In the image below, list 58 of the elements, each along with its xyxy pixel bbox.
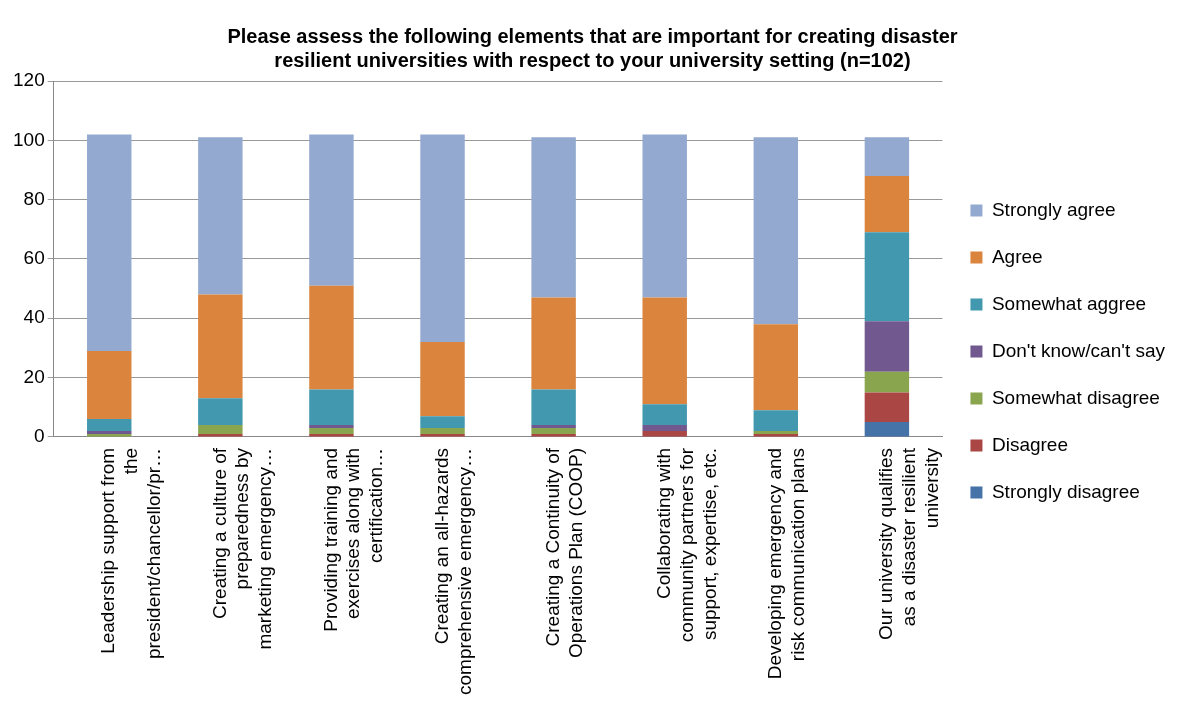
- legend-label: Strongly agree: [991, 198, 1116, 220]
- bar: [864, 321, 910, 372]
- bar: [198, 294, 243, 399]
- bar: [864, 175, 910, 233]
- legend-label: Somewhat aggree: [991, 292, 1147, 314]
- bar: [198, 425, 243, 434]
- bar: [531, 427, 576, 434]
- bar: [864, 371, 910, 393]
- bar: [864, 392, 910, 423]
- bar: [309, 285, 354, 390]
- bar: [87, 419, 132, 431]
- y-tick-label: 20: [23, 365, 45, 387]
- bar: [87, 134, 132, 351]
- bar: [198, 398, 243, 426]
- bar: [642, 404, 687, 426]
- bar: [309, 134, 354, 286]
- y-tick-label: 60: [23, 247, 45, 269]
- legend-label: Disagree: [991, 433, 1068, 455]
- bar: [531, 137, 576, 298]
- bar: [642, 430, 687, 437]
- bar: [753, 324, 799, 411]
- x-tick-label: Creating a Continuity of Operations Plan (COOP): [541, 447, 586, 659]
- legend-label: Somewhat disagree: [991, 386, 1160, 408]
- x-tick-label: Our university qualifies as a disaster resilient university: [875, 447, 942, 641]
- y-tick-label: 0: [34, 425, 45, 447]
- bar: [531, 389, 576, 426]
- legend-label: Agree: [991, 245, 1043, 267]
- chart-title: Please assess the following elements that are important for creating disaster resilient universities with respect to your university setting (n=102): [227, 24, 958, 71]
- bar: [864, 137, 910, 176]
- legend-label: Don't know/can't say: [991, 339, 1166, 361]
- bar: [864, 232, 910, 322]
- bar: [87, 350, 132, 420]
- y-tick-label: 120: [13, 69, 45, 91]
- legend-label: Strongly disagree: [991, 480, 1140, 502]
- bar: [420, 341, 465, 417]
- x-tick-label: Providing training and exercises along with certification…: [319, 447, 387, 632]
- bar: [531, 297, 576, 390]
- bar: [864, 422, 910, 437]
- bar: [753, 137, 799, 325]
- x-tick-label: Creating an all-hazards comprehensive emergency…: [430, 447, 475, 696]
- bar: [309, 389, 354, 426]
- bar: [420, 134, 465, 342]
- y-tick-label: 80: [23, 187, 45, 209]
- bar: [753, 410, 799, 431]
- bar: [420, 427, 465, 434]
- bar: [642, 297, 687, 405]
- y-tick-label: 100: [13, 128, 45, 150]
- bar: [531, 425, 576, 428]
- bar: [642, 134, 687, 298]
- bar: [198, 137, 243, 295]
- x-tick-label: Collaborating with community partners for support, expertise, etc.: [652, 447, 720, 643]
- bar: [309, 427, 354, 434]
- bar: [309, 425, 354, 428]
- x-tick-label: Leadership support from the president/chancellor/pr…: [97, 447, 165, 660]
- y-tick-label: 40: [23, 306, 45, 328]
- x-tick-label: Creating a culture of preparedness by marketing emergency…: [208, 447, 276, 650]
- bar: [642, 425, 687, 431]
- bar: [420, 416, 465, 428]
